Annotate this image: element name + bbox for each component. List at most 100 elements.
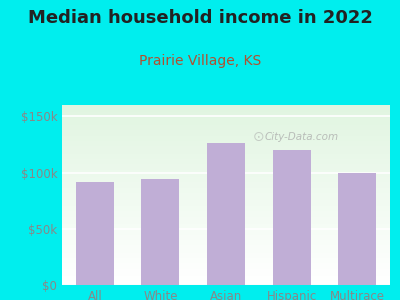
Bar xyxy=(62,132,390,134)
Bar xyxy=(62,134,390,136)
Bar xyxy=(62,118,390,119)
Bar xyxy=(62,271,390,272)
Bar xyxy=(62,157,390,159)
Bar xyxy=(62,145,390,146)
Bar xyxy=(62,226,390,227)
Bar xyxy=(62,262,390,263)
Bar xyxy=(62,154,390,155)
Bar xyxy=(62,125,390,127)
Bar xyxy=(62,130,390,132)
Bar xyxy=(62,119,390,121)
Bar xyxy=(62,229,390,231)
Text: City-Data.com: City-Data.com xyxy=(264,132,338,142)
Bar xyxy=(62,202,390,204)
Bar xyxy=(62,175,390,177)
Bar xyxy=(62,258,390,260)
Bar xyxy=(62,283,390,285)
Bar xyxy=(62,177,390,179)
Bar xyxy=(62,173,390,175)
Bar xyxy=(207,143,245,285)
Bar xyxy=(62,193,390,195)
Bar xyxy=(62,188,390,190)
Bar xyxy=(62,182,390,184)
Bar xyxy=(62,211,390,213)
Bar xyxy=(62,220,390,222)
Bar xyxy=(62,181,390,182)
Bar xyxy=(62,168,390,170)
Bar xyxy=(62,128,390,130)
Bar xyxy=(62,263,390,265)
Bar xyxy=(62,170,390,172)
Bar xyxy=(62,267,390,269)
Bar xyxy=(62,184,390,186)
Bar xyxy=(62,254,390,256)
Bar xyxy=(62,152,390,154)
Bar xyxy=(62,139,390,141)
Bar xyxy=(62,256,390,258)
Bar xyxy=(62,150,390,152)
Bar xyxy=(62,200,390,202)
Bar xyxy=(62,136,390,137)
Bar xyxy=(62,231,390,233)
Bar xyxy=(141,179,180,285)
Bar xyxy=(62,244,390,245)
Bar xyxy=(62,209,390,211)
Bar xyxy=(62,233,390,235)
Bar xyxy=(62,249,390,251)
Bar xyxy=(62,164,390,166)
Bar xyxy=(62,195,390,197)
Bar xyxy=(62,199,390,200)
Bar xyxy=(62,242,390,244)
Bar xyxy=(62,276,390,278)
Bar xyxy=(62,110,390,112)
Bar xyxy=(62,222,390,224)
Bar xyxy=(62,213,390,215)
Bar xyxy=(62,278,390,280)
Bar xyxy=(62,137,390,139)
Bar xyxy=(62,155,390,157)
Bar xyxy=(62,235,390,236)
Bar xyxy=(62,166,390,168)
Bar xyxy=(62,240,390,242)
Bar xyxy=(62,208,390,209)
Bar xyxy=(62,224,390,226)
Bar xyxy=(62,247,390,249)
Bar xyxy=(272,150,311,285)
Bar xyxy=(62,172,390,173)
Bar xyxy=(62,269,390,271)
Bar xyxy=(62,245,390,247)
Bar xyxy=(62,179,390,181)
Bar xyxy=(62,253,390,254)
Bar xyxy=(62,161,390,163)
Bar xyxy=(62,190,390,191)
Bar xyxy=(62,146,390,148)
Bar xyxy=(62,127,390,128)
Bar xyxy=(62,143,390,145)
Bar xyxy=(62,251,390,253)
Bar xyxy=(62,109,390,110)
Bar xyxy=(62,107,390,109)
Bar xyxy=(62,116,390,118)
Bar xyxy=(62,197,390,199)
Bar xyxy=(62,236,390,238)
Bar xyxy=(62,163,390,164)
Bar xyxy=(62,272,390,274)
Bar xyxy=(338,172,376,285)
Bar xyxy=(62,105,390,107)
Bar xyxy=(62,123,390,125)
Bar xyxy=(62,217,390,218)
Bar xyxy=(62,280,390,281)
Bar xyxy=(62,112,390,114)
Text: Median household income in 2022: Median household income in 2022 xyxy=(28,9,372,27)
Bar xyxy=(62,206,390,208)
Bar xyxy=(62,148,390,150)
Bar xyxy=(62,186,390,188)
Bar xyxy=(62,114,390,116)
Bar xyxy=(62,238,390,240)
Bar xyxy=(62,265,390,267)
Bar xyxy=(76,182,114,285)
Bar xyxy=(62,159,390,161)
Bar xyxy=(62,215,390,217)
Bar xyxy=(62,227,390,229)
Bar xyxy=(62,204,390,206)
